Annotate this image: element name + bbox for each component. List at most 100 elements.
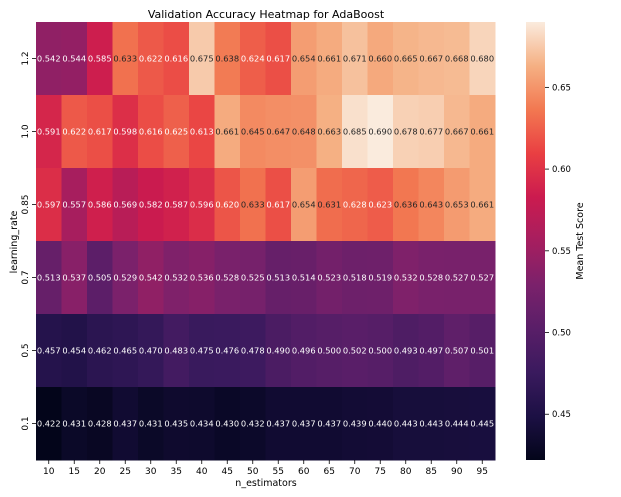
cell-value-label: 0.525 xyxy=(241,273,265,283)
heatmap-cell xyxy=(469,95,496,169)
heatmap-cell xyxy=(112,314,139,388)
x-tick-label: 35 xyxy=(171,467,182,477)
heatmap-cell xyxy=(444,387,470,461)
heatmap-cells: 0.542 0.544 0.585 0.633 0.622 0.616 0.675 0.638… xyxy=(36,22,496,461)
cell-value-label: 0.437 xyxy=(266,419,290,429)
cell-value-label: 0.532 xyxy=(394,273,418,283)
heatmap-cell xyxy=(342,387,368,461)
cell-value-label: 0.536 xyxy=(190,273,214,283)
heatmap-cell xyxy=(342,314,368,388)
cell-value-label: 0.528 xyxy=(419,273,443,283)
cell-value-label: 0.507 xyxy=(445,346,469,356)
heatmap-cell xyxy=(393,241,419,315)
heatmap-cell xyxy=(316,22,343,96)
heatmap-cell xyxy=(87,241,113,315)
cell-value-label: 0.465 xyxy=(113,346,137,356)
x-tick-label: 70 xyxy=(349,467,361,477)
cell-value-label: 0.585 xyxy=(88,54,112,64)
y-axis-label: learning_rate xyxy=(9,210,20,273)
cell-value-label: 0.527 xyxy=(470,273,494,283)
heatmap-cell xyxy=(393,168,419,242)
chart-title: Validation Accuracy Heatmap for AdaBoost xyxy=(148,8,385,21)
cell-value-label: 0.437 xyxy=(292,419,316,429)
cell-value-label: 0.622 xyxy=(62,127,86,137)
heatmap-cell xyxy=(87,387,113,461)
cell-value-label: 0.434 xyxy=(190,419,214,429)
heatmap-cell xyxy=(342,95,368,169)
cell-value-label: 0.631 xyxy=(317,200,341,210)
heatmap-cell xyxy=(367,22,394,96)
cell-value-label: 0.680 xyxy=(470,54,494,64)
heatmap-cell xyxy=(240,314,266,388)
heatmap-cell xyxy=(240,168,266,242)
x-tick-label: 80 xyxy=(400,467,412,477)
heatmap-cell xyxy=(163,22,190,96)
cell-value-label: 0.431 xyxy=(139,419,163,429)
x-tick-label: 50 xyxy=(247,467,259,477)
x-tick-label: 65 xyxy=(324,467,335,477)
heatmap-cell xyxy=(469,314,496,388)
cell-value-label: 0.647 xyxy=(266,127,290,137)
cell-value-label: 0.661 xyxy=(317,54,341,64)
cell-value-label: 0.518 xyxy=(343,273,367,283)
heatmap-cell xyxy=(418,168,445,242)
heatmap-cell xyxy=(316,168,343,242)
heatmap-cell xyxy=(240,241,266,315)
x-tick-label: 15 xyxy=(69,467,80,477)
heatmap-cell xyxy=(163,95,190,169)
heatmap-cell xyxy=(61,95,88,169)
heatmap-cell xyxy=(36,241,62,315)
heatmap-cell xyxy=(265,168,292,242)
x-tick-label: 40 xyxy=(196,467,208,477)
heatmap-cell xyxy=(87,168,113,242)
colorbar-tick-label: 0.55 xyxy=(552,247,571,257)
cell-value-label: 0.616 xyxy=(164,54,188,64)
cell-value-label: 0.454 xyxy=(62,346,86,356)
cell-value-label: 0.654 xyxy=(292,54,316,64)
heatmap-cell xyxy=(163,168,190,242)
heatmap-cell xyxy=(214,95,241,169)
cell-value-label: 0.643 xyxy=(419,200,443,210)
heatmap-cell xyxy=(112,95,139,169)
cell-value-label: 0.668 xyxy=(445,54,469,64)
heatmap-cell xyxy=(214,241,241,315)
x-tick-label: 30 xyxy=(145,467,157,477)
heatmap-cell xyxy=(138,314,164,388)
cell-value-label: 0.431 xyxy=(62,419,86,429)
heatmap-cell xyxy=(291,95,317,169)
heatmap-cell xyxy=(316,387,343,461)
x-tick-label: 25 xyxy=(120,467,131,477)
colorbar xyxy=(526,22,545,460)
cell-value-label: 0.435 xyxy=(164,419,188,429)
heatmap-cell xyxy=(87,314,113,388)
x-tick-label: 75 xyxy=(375,467,386,477)
cell-value-label: 0.677 xyxy=(419,127,443,137)
cell-value-label: 0.529 xyxy=(113,273,137,283)
cell-value-label: 0.500 xyxy=(368,346,392,356)
heatmap-cell xyxy=(61,314,88,388)
cell-value-label: 0.437 xyxy=(317,419,341,429)
cell-value-label: 0.437 xyxy=(113,419,137,429)
cell-value-label: 0.430 xyxy=(215,419,239,429)
heatmap-cell xyxy=(163,314,190,388)
cell-value-label: 0.617 xyxy=(266,54,290,64)
cell-value-label: 0.613 xyxy=(190,127,214,137)
heatmap-cell xyxy=(367,241,394,315)
heatmap-cell xyxy=(138,95,164,169)
cell-value-label: 0.457 xyxy=(37,346,61,356)
cell-value-label: 0.422 xyxy=(37,419,61,429)
cell-value-label: 0.497 xyxy=(419,346,443,356)
heatmap-cell xyxy=(291,168,317,242)
heatmap-cell xyxy=(112,168,139,242)
cell-value-label: 0.617 xyxy=(266,200,290,210)
heatmap-cell xyxy=(163,241,190,315)
cell-value-label: 0.625 xyxy=(164,127,188,137)
colorbar-label: Mean Test Score xyxy=(575,202,586,279)
cell-value-label: 0.661 xyxy=(470,200,494,210)
cell-value-label: 0.444 xyxy=(445,419,469,429)
x-tick-label: 10 xyxy=(43,467,55,477)
cell-value-label: 0.617 xyxy=(88,127,112,137)
heatmap-cell xyxy=(265,241,292,315)
cell-value-label: 0.620 xyxy=(215,200,239,210)
cell-value-label: 0.624 xyxy=(241,54,265,64)
